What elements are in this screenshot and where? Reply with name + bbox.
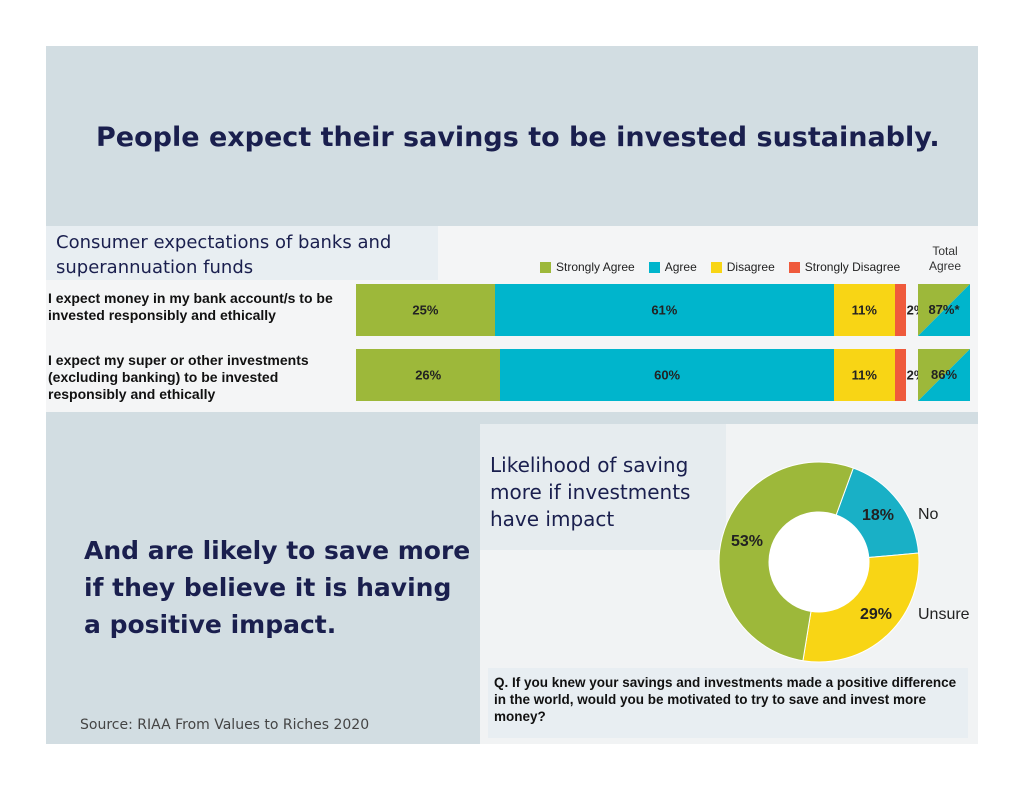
donut-label-yes: 53%: [731, 533, 764, 550]
total-agree-box-super: 86%: [918, 349, 970, 401]
bar-label-bank-agree: 61%: [651, 302, 678, 318]
legend-swatch-strongly-agree: [540, 261, 551, 273]
legend-item-disagree: Disagree: [710, 260, 775, 274]
bar-row-bank: 25% 61% 11% 2%: [356, 284, 925, 336]
bar-chart-legend: Strongly Agree Agree Disagree Strongly D…: [540, 260, 914, 274]
donut-label-no: 18%: [862, 507, 895, 524]
bar-segment-bank-disagree: [833, 284, 895, 336]
bar-row-label-super: I expect my super or other investments (…: [48, 352, 353, 408]
bar-chart-title: Consumer expectations of banks and super…: [56, 230, 391, 280]
legend-swatch-disagree: [710, 261, 722, 273]
legend-item-strongly-disagree: Strongly Disagree: [788, 260, 901, 274]
donut-chart-title-line3: have impact: [490, 507, 615, 531]
donut-label-unsure: 29%: [860, 606, 893, 623]
legend-label-strongly-disagree: Strongly Disagree: [804, 260, 901, 274]
donut-chart-title-line2: more if investments: [490, 480, 691, 504]
total-agree-header-line2: Agree: [928, 259, 962, 273]
bar-chart-title-line1: Consumer expectations of banks and: [56, 232, 392, 253]
total-agree-value-super: 86%: [930, 367, 958, 382]
bar-segment-super-disagree: [833, 349, 895, 401]
total-agree-box-bank-shape: [918, 284, 970, 336]
donut-chart-title: Likelihood of saving more if investments…: [490, 452, 690, 533]
total-agree-header-line1: Total: [932, 244, 958, 258]
question-background: [488, 668, 968, 738]
total-agree-box-super-shape: [918, 349, 970, 401]
donut-category-unsure: Unsure: [918, 606, 970, 623]
legend-swatch-strongly-disagree: [788, 261, 800, 273]
donut-chart-title-line1: Likelihood of saving: [490, 453, 689, 477]
total-agree-header: Total Agree: [922, 244, 968, 274]
donut-chart: [718, 461, 920, 663]
legend-item-agree: Agree: [648, 260, 697, 274]
legend-label-strongly-agree: Strongly Agree: [556, 260, 635, 274]
bar-label-bank-disagree: 11%: [851, 302, 877, 318]
sub-headline: And are likely to save more if they beli…: [84, 536, 471, 639]
legend-label-agree: Agree: [664, 260, 697, 274]
legend-swatch-agree: [648, 261, 660, 273]
bar-label-bank-strongly-agree: 25%: [412, 302, 439, 318]
source-citation: Source: RIAA From Values to Riches 2020: [80, 717, 370, 733]
legend-label-disagree: Disagree: [726, 260, 775, 274]
legend-item-strongly-agree: Strongly Agree: [540, 260, 635, 274]
bar-chart-title-background: [46, 226, 438, 280]
donut-chart-title-background: [480, 424, 726, 550]
donut-category-no: No: [918, 506, 939, 523]
bar-label-super-disagree: 11%: [851, 367, 877, 383]
bar-segment-bank-strongly-agree: [356, 284, 495, 336]
bar-label-super-agree: 60%: [654, 367, 681, 383]
bar-segment-super-strongly-agree: [356, 349, 501, 401]
bar-segment-bank-strongly-disagree: [894, 284, 906, 336]
bar-segment-super-strongly-disagree: [894, 349, 906, 401]
bar-row-label-bank: I expect money in my bank account/s to b…: [48, 290, 353, 346]
bar-label-super-strongly-agree: 26%: [415, 367, 442, 383]
bar-segment-super-agree: [500, 349, 834, 401]
total-agree-value-bank: 87%*: [928, 302, 960, 317]
bar-row-super: 26% 60% 11% 2%: [356, 349, 925, 401]
bar-chart-title-line2: superannuation funds: [56, 257, 254, 278]
survey-question: Q. If you knew your savings and investme…: [494, 675, 957, 724]
headline: People expect their savings to be invest…: [96, 122, 940, 153]
bar-segment-bank-agree: [494, 284, 834, 336]
donut-hole: [769, 512, 869, 612]
total-agree-box-bank: 87%*: [918, 284, 970, 336]
